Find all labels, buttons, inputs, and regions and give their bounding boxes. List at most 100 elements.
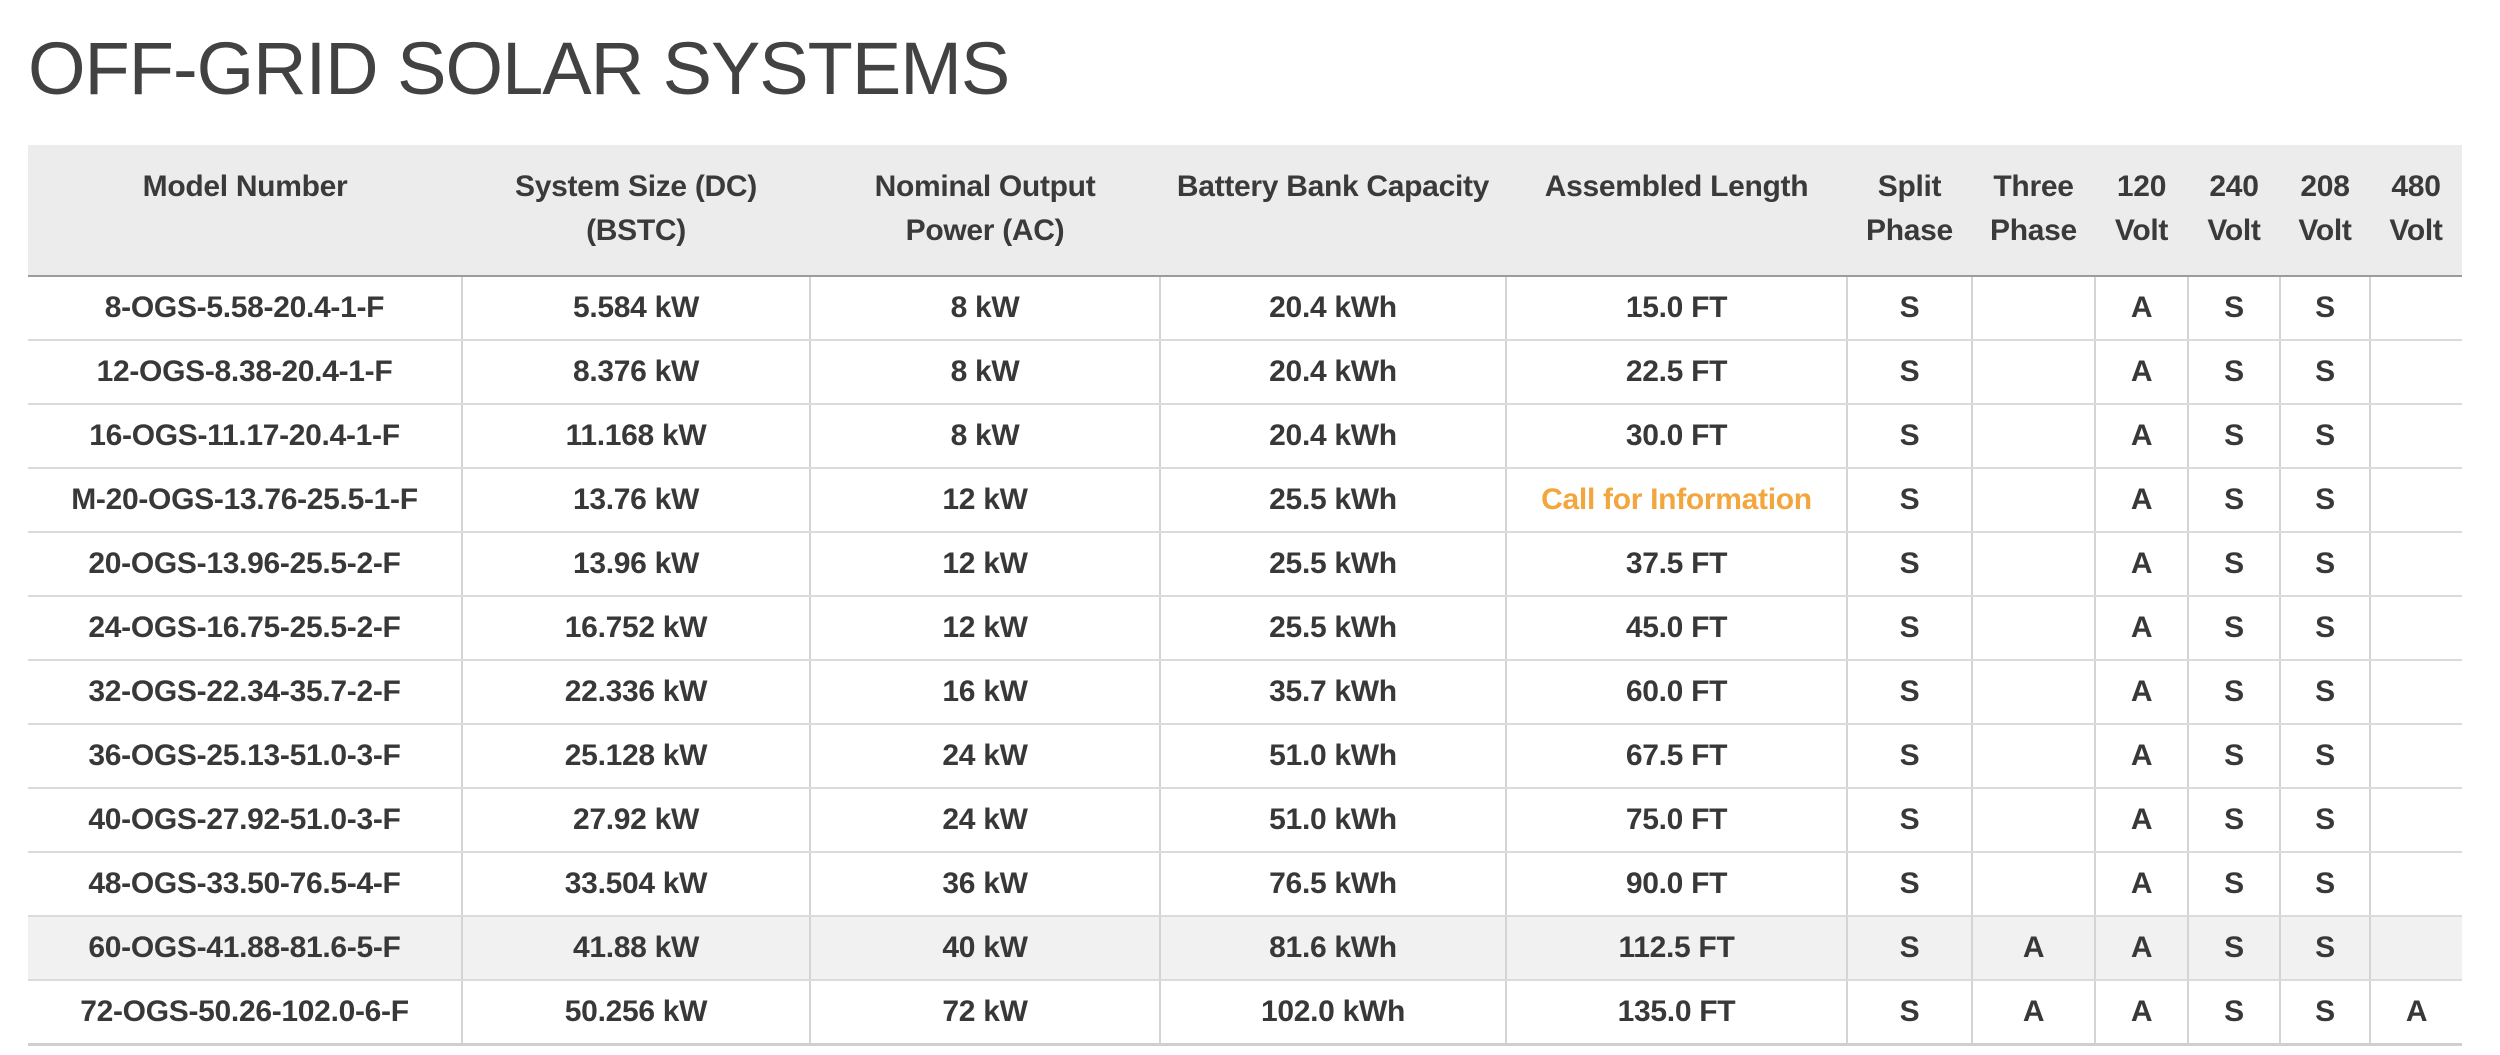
cell-length: 15.0 FT [1506,276,1848,341]
cell-length: 135.0 FT [1506,980,1848,1046]
cell-volt_208: S [2280,276,2371,341]
column-header-output_power-line: Power (AC) [905,214,1065,247]
table-row-32-OGS-22.34-35.7-2-F[interactable]: 32-OGS-22.34-35.7-2-F 22.336 kW 16 kW 35.7 … [28,660,2462,725]
cell-system_size: 41.88 kW [462,916,811,981]
cell-model: 20-OGS-13.96-25.5-2-F [28,532,463,597]
cell-system_size: 33.504 kW [462,852,811,917]
cell-system_size: 50.256 kW [462,980,811,1046]
cell-battery: 20.4 kWh [1160,404,1507,469]
cell-three_phase [1972,404,2096,469]
cell-volt_240: S [2188,404,2281,469]
column-header-three_phase-line: Three [1993,170,2074,203]
cell-model: 36-OGS-25.13-51.0-3-F [28,724,463,789]
cell-output_power: 36 kW [810,852,1161,917]
cell-model: 32-OGS-22.34-35.7-2-F [28,660,463,725]
cell-volt_480 [2370,916,2462,981]
cell-volt_240: S [2188,276,2281,341]
cell-length: 45.0 FT [1506,596,1848,661]
cell-length: 67.5 FT [1506,724,1848,789]
table-row-60-OGS-41.88-81.6-5-F[interactable]: 60-OGS-41.88-81.6-5-F 41.88 kW 40 kW 81.6 k… [28,916,2462,981]
cell-system_size: 25.128 kW [462,724,811,789]
column-header-battery: Battery Bank Capacity [1160,145,1506,277]
column-header-split_phase-line: Split [1877,170,1942,203]
column-header-battery-line: Battery Bank Capacity [1176,170,1490,203]
cell-volt_240: S [2188,596,2281,661]
cell-volt_120: A [2095,340,2189,405]
column-header-model-line: Model Number [142,170,348,203]
cell-volt_480 [2370,852,2462,917]
table-row-16-OGS-11.17-20.4-1-F[interactable]: 16-OGS-11.17-20.4-1-F 11.168 kW 8 kW 20.4 k… [28,404,2462,469]
cell-system_size: 13.96 kW [462,532,811,597]
cell-volt_120: A [2095,596,2189,661]
cell-three_phase [1972,532,2096,597]
cell-system_size: 5.584 kW [462,276,811,341]
column-header-three_phase-line: Phase [1990,214,2077,247]
cell-battery: 81.6 kWh [1160,916,1507,981]
cell-volt_480 [2370,660,2462,725]
cell-volt_480 [2370,468,2462,533]
table-row-40-OGS-27.92-51.0-3-F[interactable]: 40-OGS-27.92-51.0-3-F 27.92 kW 24 kW 51.0 k… [28,788,2462,853]
cell-volt_120: A [2095,980,2189,1046]
column-header-volt_208: 208 Volt [2280,145,2370,277]
cell-volt_208: S [2280,596,2371,661]
cell-volt_120: A [2095,468,2189,533]
column-header-output_power-line: Nominal Output [874,170,1096,203]
cell-volt_208: S [2280,340,2371,405]
cell-three_phase [1972,468,2096,533]
cell-split_phase: S [1847,724,1973,789]
table-row-12-OGS-8.38-20.4-1-F[interactable]: 12-OGS-8.38-20.4-1-F 8.376 kW 8 kW 20.4 kWh… [28,340,2462,405]
cell-length: 75.0 FT [1506,788,1848,853]
table-row-8-OGS-5.58-20.4-1-F[interactable]: 8-OGS-5.58-20.4-1-F 5.584 kW 8 kW 20.4 kWh 1… [28,276,2462,341]
cell-split_phase: S [1847,340,1973,405]
cell-volt_208: S [2280,724,2371,789]
cell-volt_208: S [2280,468,2371,533]
cell-three_phase: A [1972,980,2096,1046]
column-header-volt_208-line: 208 [2300,170,2350,203]
column-header-volt_240-line: 240 [2209,170,2259,203]
table-row-48-OGS-33.50-76.5-4-F[interactable]: 48-OGS-33.50-76.5-4-F 33.504 kW 36 kW 76.5 … [28,852,2462,917]
cell-volt_208: S [2280,788,2371,853]
cell-three_phase: A [1972,916,2096,981]
cell-output_power: 12 kW [810,468,1161,533]
call-for-information-link[interactable]: Call for Information [1541,483,1812,516]
table-header-row: Model Number System Size (DC) (BSTC) Nomina… [28,145,2462,277]
cell-model: 12-OGS-8.38-20.4-1-F [28,340,463,405]
cell-three_phase [1972,596,2096,661]
column-header-volt_208-line: Volt [2298,214,2352,247]
table-row-24-OGS-16.75-25.5-2-F[interactable]: 24-OGS-16.75-25.5-2-F 16.752 kW 12 kW 25.5 … [28,596,2462,661]
page-title: OFF-GRID SOLAR SYSTEMS [28,27,1010,110]
table-row-72-OGS-50.26-102.0-6-F[interactable]: 72-OGS-50.26-102.0-6-F 50.256 kW 72 kW 102.… [28,980,2462,1046]
column-header-split_phase-line: Phase [1866,214,1953,247]
table-row-36-OGS-25.13-51.0-3-F[interactable]: 36-OGS-25.13-51.0-3-F 25.128 kW 24 kW 51.0 … [28,724,2462,789]
cell-volt_120: A [2095,852,2189,917]
cell-volt_120: A [2095,276,2189,341]
cell-split_phase: S [1847,276,1973,341]
column-header-system_size-line: (BSTC) [586,214,686,247]
column-header-volt_480-line: Volt [2389,214,2443,247]
cell-volt_480 [2370,404,2462,469]
cell-volt_120: A [2095,916,2189,981]
cell-length: 112.5 FT [1506,916,1848,981]
cell-split_phase: S [1847,980,1973,1046]
cell-battery: 25.5 kWh [1160,468,1507,533]
cell-volt_480 [2370,340,2462,405]
cell-battery: 51.0 kWh [1160,724,1507,789]
solar-systems-table: Model Number System Size (DC) (BSTC) Nomina… [28,145,2462,1046]
cell-split_phase: S [1847,660,1973,725]
cell-model: 40-OGS-27.92-51.0-3-F [28,788,463,853]
column-header-volt_480: 480 Volt [2370,145,2462,277]
cell-battery: 51.0 kWh [1160,788,1507,853]
cell-battery: 35.7 kWh [1160,660,1507,725]
cell-length: 22.5 FT [1506,340,1848,405]
cell-output_power: 24 kW [810,724,1161,789]
column-header-model: Model Number [28,145,462,277]
cell-volt_240: S [2188,852,2281,917]
table-row-20-OGS-13.96-25.5-2-F[interactable]: 20-OGS-13.96-25.5-2-F 13.96 kW 12 kW 25.5 k… [28,532,2462,597]
table-row-M-20-OGS-13.76-25.5-1-F[interactable]: M-20-OGS-13.76-25.5-1-F 13.76 kW 12 kW 25.5… [28,468,2462,533]
cell-volt_208: S [2280,852,2371,917]
column-header-three_phase: Three Phase [1972,145,2095,277]
cell-volt_120: A [2095,788,2189,853]
cell-split_phase: S [1847,788,1973,853]
cell-split_phase: S [1847,596,1973,661]
cell-volt_208: S [2280,404,2371,469]
